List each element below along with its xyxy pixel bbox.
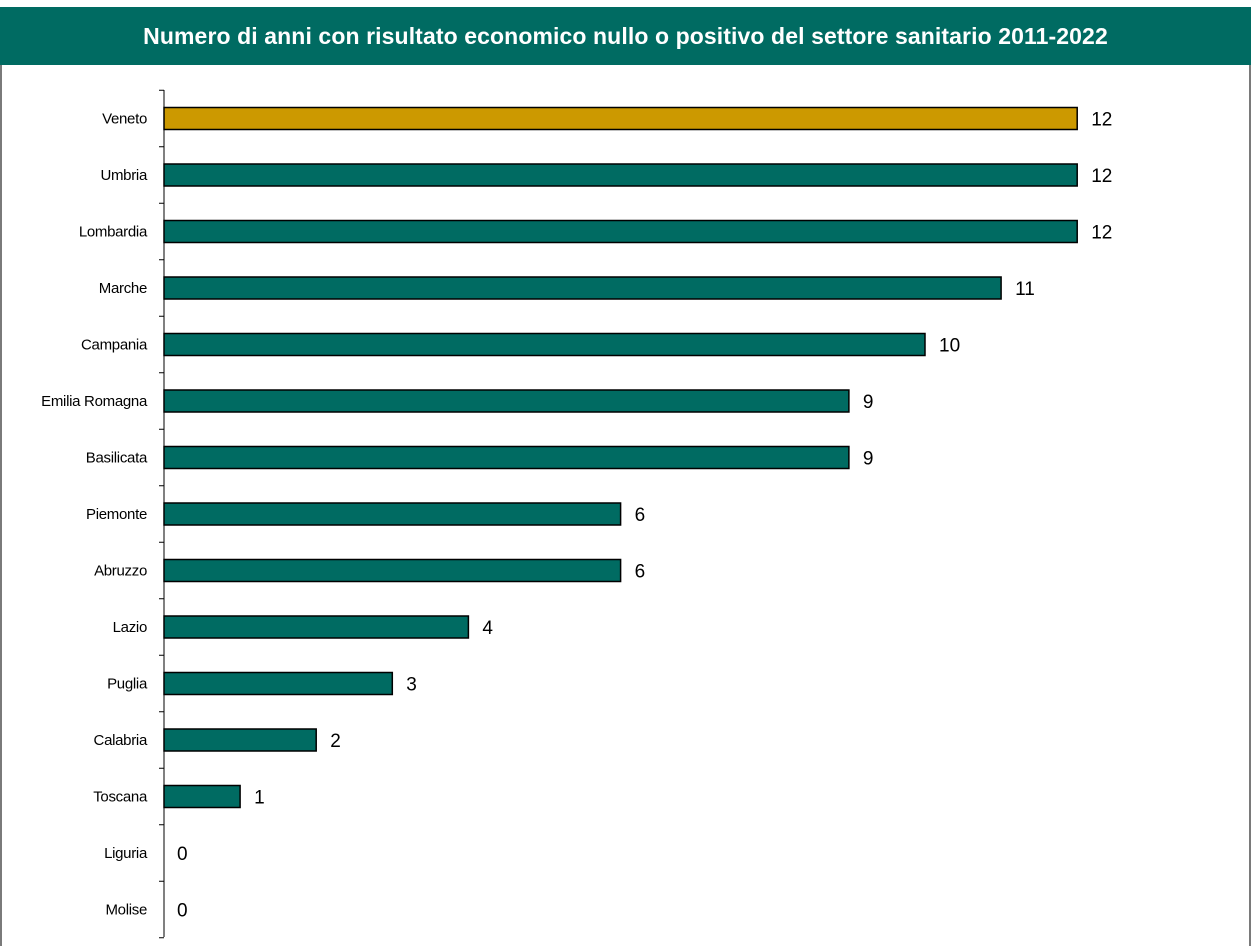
chart-title-text: Numero di anni con risultato economico n… <box>143 22 1108 49</box>
bar-campania <box>163 332 926 357</box>
value-label: 9 <box>863 449 874 470</box>
value-label: 9 <box>863 392 874 413</box>
value-label: 0 <box>177 901 188 922</box>
category-label: Puglia <box>107 676 148 693</box>
category-label: Lazio <box>113 619 147 636</box>
bar-lazio <box>163 615 470 639</box>
value-label: 4 <box>482 618 493 639</box>
category-label: Toscana <box>93 789 148 806</box>
category-label: Molise <box>105 902 147 919</box>
category-label: Calabria <box>94 732 148 749</box>
bar-umbria <box>163 163 1078 187</box>
category-label: Veneto <box>102 111 147 128</box>
bar-emilia-romagna <box>163 389 850 413</box>
value-label: 0 <box>177 844 188 865</box>
value-label: 12 <box>1091 166 1112 187</box>
bar-calabria <box>163 728 317 752</box>
chart-title: Numero di anni con risultato economico n… <box>0 7 1251 65</box>
value-label: 11 <box>1015 279 1035 300</box>
bar-piemonte <box>163 502 622 526</box>
bar-toscana <box>163 784 241 809</box>
category-label: Liguria <box>104 845 148 862</box>
value-label: 12 <box>1091 110 1112 131</box>
category-label: Emilia Romagna <box>41 393 148 410</box>
value-label: 12 <box>1091 223 1112 244</box>
value-label: 3 <box>406 675 417 696</box>
bar-marche <box>163 276 1002 300</box>
value-label: 1 <box>254 788 265 809</box>
category-label: Marche <box>99 280 147 297</box>
bar-basilicata <box>163 445 850 470</box>
value-label: 2 <box>330 731 341 752</box>
bar-puglia <box>163 671 394 696</box>
category-label: Basilicata <box>86 450 148 467</box>
category-label: Piemonte <box>86 506 147 523</box>
value-label: 6 <box>635 505 646 526</box>
bar-veneto <box>163 106 1078 131</box>
category-label: Campania <box>81 337 148 354</box>
value-label: 6 <box>635 562 646 583</box>
category-label: Lombardia <box>79 224 148 241</box>
value-label: 10 <box>939 336 960 357</box>
bar-abruzzo <box>163 558 622 583</box>
bar-lombardia <box>163 219 1078 244</box>
category-label: Abruzzo <box>94 563 147 580</box>
category-label: Umbria <box>100 167 147 184</box>
